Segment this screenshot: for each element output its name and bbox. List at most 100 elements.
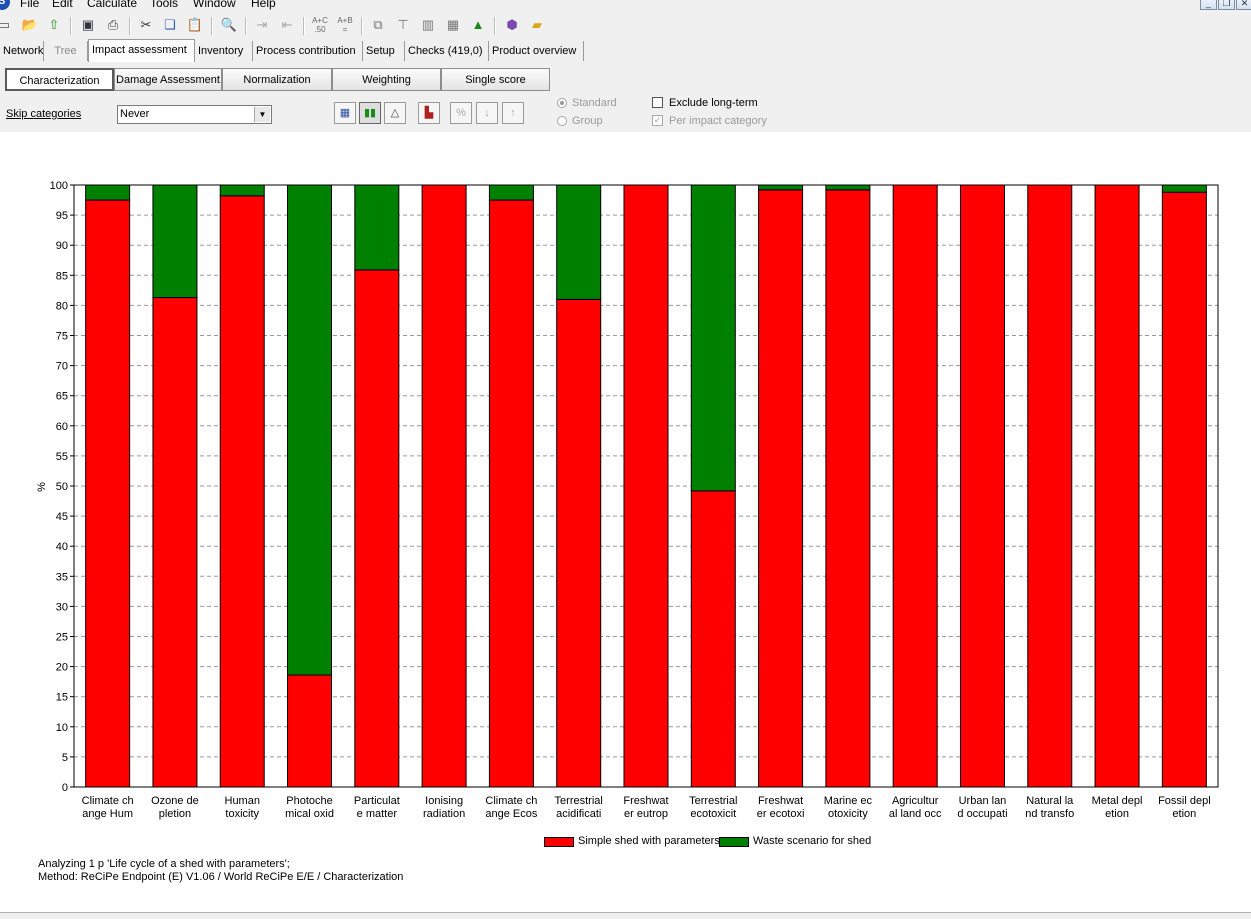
x-tick-label: er eutrop [624,808,668,820]
print-icon[interactable]: ⎙ [107,17,119,32]
x-tick-label: Fossil depl [1158,795,1211,807]
toolbar-separator [303,17,305,35]
paste-icon[interactable]: 📋 [186,17,204,32]
bar-segment [488,199,534,788]
cut-icon[interactable]: ✂ [140,17,152,32]
subtab-damage-assessment[interactable]: Damage Assessment [114,68,222,91]
open-icon[interactable]: 📂 [21,17,39,32]
x-tick-label: ange Hum [82,808,133,820]
toolbar-separator [70,17,72,35]
x-tick-label: otoxicity [828,808,868,820]
subtab-weighting[interactable]: Weighting [332,68,441,91]
menu-window[interactable]: Window [193,0,236,10]
skip-categories-select[interactable]: Never ▼ [117,105,272,124]
tab-checks[interactable]: Checks (419,0) [405,41,489,61]
percent-icon[interactable]: % [450,102,472,124]
chart-view-icon[interactable]: ▮▮ [359,102,381,124]
tab-impact-assessment[interactable]: Impact assessment [88,39,195,62]
x-tick-label: pletion [159,808,191,820]
close-icon[interactable]: ✕ [1236,0,1251,10]
x-tick-label: Agricultur [892,795,939,807]
tab-tree[interactable]: Tree [44,41,88,61]
x-tick-label: Urban lan [959,795,1007,807]
toolbar-separator [494,17,496,35]
y-tick-label: 85 [56,270,68,282]
outdent-icon[interactable]: ⇤ [281,17,293,32]
y-tick-label: 60 [56,421,68,433]
indent-icon[interactable]: ⇥ [256,17,268,32]
bar-segment [690,184,736,492]
subtab-normalization[interactable]: Normalization [222,68,332,91]
upload-icon[interactable]: ⇧ [48,17,60,32]
x-tick-label: Ozone de [151,795,199,807]
table-view-icon[interactable]: ▦ [334,102,356,124]
sort-descending-icon[interactable]: ↑ [502,102,524,124]
bar-segment [623,184,669,788]
y-axis-label: % [36,482,48,492]
legend-swatch-series2 [719,837,749,847]
menu-tools[interactable]: Tools [150,0,179,10]
menu-calculate[interactable]: Calculate [87,0,138,10]
bar-segment [1027,184,1073,788]
skip-categories-value: Never [120,108,150,120]
radio-standard[interactable] [557,98,567,108]
bar-segment [421,184,467,788]
fixed-scale-icon[interactable]: △ [384,102,406,124]
sort-ascending-icon[interactable]: ↓ [476,102,498,124]
a-plus-b-icon[interactable]: A+B = [334,15,356,36]
exclude-longterm-checkbox[interactable] [652,97,663,108]
menu-edit[interactable]: Edit [52,0,73,10]
method-description: Method: ReCiPe Endpoint (E) V1.06 / Worl… [38,871,404,883]
export-chart-icon[interactable]: ▙ [418,102,440,124]
package-icon[interactable]: ⬢ [506,17,518,32]
radio-group[interactable] [557,116,567,126]
x-tick-label: Marine ec [824,795,873,807]
search-icon[interactable]: 🔍 [220,17,238,32]
new-icon[interactable]: ▭ [0,17,11,32]
per-impact-checkbox[interactable]: ✓ [652,115,663,126]
menu-file[interactable]: File [20,0,40,10]
bar-segment [1161,191,1207,788]
x-tick-label: toxicity [225,808,259,820]
tab-process-contribution[interactable]: Process contribution [253,41,363,61]
bar-segment [959,184,1005,788]
tab-network[interactable]: Network [0,41,44,61]
subtab-single-score[interactable]: Single score [441,68,550,91]
save-icon[interactable]: ▣ [81,17,95,32]
restore-icon[interactable]: ❐ [1218,0,1235,10]
per-impact-label: Per impact category [669,115,767,127]
x-tick-label: Human [225,795,260,807]
x-tick-label: Ionising [425,795,463,807]
y-tick-label: 15 [56,692,68,704]
folder-icon[interactable]: ▰ [532,17,542,32]
copy-icon[interactable]: ❏ [164,17,176,32]
subtab-characterization[interactable]: Characterization [5,68,114,91]
legend-swatch-series1 [544,837,574,847]
chevron-down-icon[interactable]: ▼ [254,107,270,122]
x-tick-label: ange Ecos [485,808,537,820]
network-icon[interactable]: ⧉ [373,17,383,32]
toolbar-separator [211,17,213,35]
bar-segment [219,184,265,197]
menu-help[interactable]: Help [251,0,276,10]
x-tick-label: Terrestrial [555,795,603,807]
histogram-icon[interactable]: ▦ [446,17,460,32]
y-tick-label: 50 [56,481,68,493]
legend-label-series2: Waste scenario for shed [753,835,872,847]
tab-inventory[interactable]: Inventory [195,41,253,61]
bar-segment [1161,184,1207,193]
tab-product-overview[interactable]: Product overview [489,41,584,61]
bar-chart-icon[interactable]: ▥ [421,17,435,32]
toolbar-separator [129,17,131,35]
bar-segment [825,189,871,788]
y-tick-label: 20 [56,662,68,674]
bar-segment [758,184,804,191]
bar-segment [287,674,333,788]
y-tick-label: 90 [56,240,68,252]
a-plus-c-icon[interactable]: A+C .50 [309,15,331,36]
tree-icon[interactable]: ⊤ [397,17,409,32]
minimize-icon[interactable]: _ [1200,0,1217,10]
distribution-icon[interactable]: ▲ [471,17,485,32]
tab-setup[interactable]: Setup [363,41,405,61]
